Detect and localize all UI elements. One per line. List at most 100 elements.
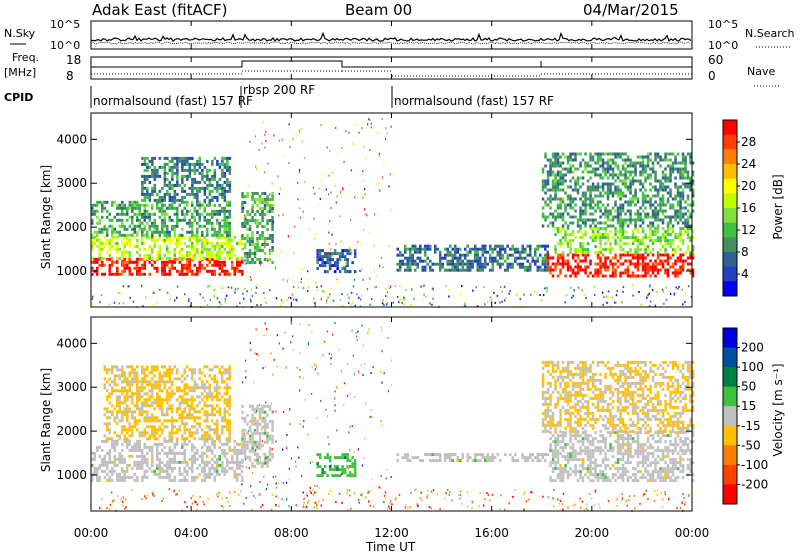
heatmap-cell [151, 235, 154, 239]
heatmap-cell [656, 179, 660, 183]
heatmap-cell [151, 460, 154, 464]
heatmap-cell [123, 401, 126, 405]
heatmap-cell [258, 201, 262, 204]
heatmap-cell [111, 442, 114, 446]
heatmap-cell [168, 457, 171, 461]
heatmap-cell [101, 463, 104, 467]
heatmap-cell [141, 410, 144, 414]
heatmap-cell [216, 472, 219, 476]
heatmap-cell [123, 212, 126, 216]
heatmap-cell [591, 221, 595, 225]
heatmap-cell [213, 244, 216, 248]
heatmap-cell [163, 266, 166, 270]
heatmap-cell [503, 285, 506, 288]
heatmap-cell [106, 395, 109, 399]
heatmap-cell [118, 451, 121, 455]
heatmap-cell [622, 286, 625, 289]
heatmap-cell [142, 305, 144, 308]
heatmap-cell [245, 217, 247, 220]
heatmap-cell [501, 247, 504, 251]
heatmap-cell [241, 431, 244, 435]
heatmap-cell [316, 255, 319, 259]
heatmap-cell [686, 236, 690, 240]
heatmap-cell [579, 197, 582, 201]
heatmap-cell [666, 191, 670, 195]
heatmap-cell [218, 212, 221, 216]
heatmap-cell [611, 262, 615, 266]
heatmap-cell [636, 248, 640, 252]
heatmap-cell [559, 253, 562, 257]
heatmap-cell [664, 230, 667, 234]
heatmap-cell [346, 270, 349, 274]
heatmap-cell [133, 377, 136, 381]
heatmap-cell [111, 472, 114, 476]
heatmap-cell [218, 457, 221, 461]
heatmap-cell [193, 457, 196, 461]
heatmap-cell [111, 445, 114, 449]
heatmap-cell [161, 466, 164, 470]
heatmap-cell [241, 451, 244, 455]
heatmap-cell [221, 371, 224, 375]
heatmap-cell [316, 258, 319, 262]
heatmap-cell [178, 272, 181, 276]
heatmap-cell [614, 256, 617, 260]
heatmap-cell [171, 183, 174, 187]
heatmap-cell [198, 437, 201, 441]
heatmap-cell [166, 162, 169, 166]
heatmap-cell [216, 389, 219, 393]
heatmap-cell [544, 259, 547, 263]
heatmap-cell [316, 286, 318, 289]
heatmap-cell [674, 185, 677, 189]
heatmap-cell [641, 265, 645, 269]
heatmap-cell [461, 268, 464, 272]
heatmap-cell [99, 301, 101, 304]
heatmap-cell [606, 167, 610, 171]
heatmap-cell [641, 221, 645, 225]
heatmap-cell [621, 242, 625, 246]
heatmap-cell [191, 221, 194, 225]
heatmap-cell [242, 197, 244, 200]
heatmap-cell [679, 209, 682, 213]
heatmap-cell [263, 452, 267, 456]
heatmap-cell [216, 466, 219, 470]
heatmap-cell [186, 266, 189, 270]
heatmap-cell [186, 437, 189, 441]
heatmap-cell [367, 123, 369, 126]
heatmap-cell [474, 256, 477, 260]
heatmap-cell [666, 158, 670, 162]
heatmap-cell [679, 271, 682, 275]
heatmap-cell [178, 401, 181, 405]
heatmap-cell [208, 212, 211, 216]
heatmap-cell [549, 256, 552, 260]
heatmap-cell [526, 265, 529, 269]
heatmap-cell [173, 478, 176, 482]
heatmap-cell [108, 224, 111, 228]
heatmap-cell [423, 284, 425, 287]
heatmap-cell [448, 295, 450, 298]
heatmap-cell [106, 472, 109, 476]
heatmap-cell [196, 448, 199, 452]
heatmap-cell [456, 456, 459, 460]
heatmap-cell [213, 168, 217, 172]
heatmap-cell [681, 212, 685, 216]
heatmap-cell [466, 268, 469, 272]
heatmap-cell [556, 203, 560, 207]
heatmap-cell [198, 180, 202, 184]
heatmap-cell [561, 227, 565, 231]
heatmap-cell [689, 271, 692, 275]
heatmap-cell [584, 221, 587, 225]
heatmap-cell [136, 212, 139, 216]
heatmap-cell [183, 407, 186, 411]
heatmap-cell [506, 253, 509, 257]
heatmap-cell [551, 179, 555, 183]
heatmap-cell [594, 245, 597, 249]
heatmap-cell [521, 453, 524, 457]
heatmap-cell [361, 127, 363, 130]
heatmap-cell [516, 247, 519, 251]
heatmap-cell [606, 268, 610, 272]
heatmap-cell [414, 244, 417, 248]
heatmap-cell [166, 472, 169, 476]
heatmap-cell [108, 469, 111, 473]
heatmap-cell [684, 206, 687, 210]
heatmap-cell [153, 407, 156, 411]
